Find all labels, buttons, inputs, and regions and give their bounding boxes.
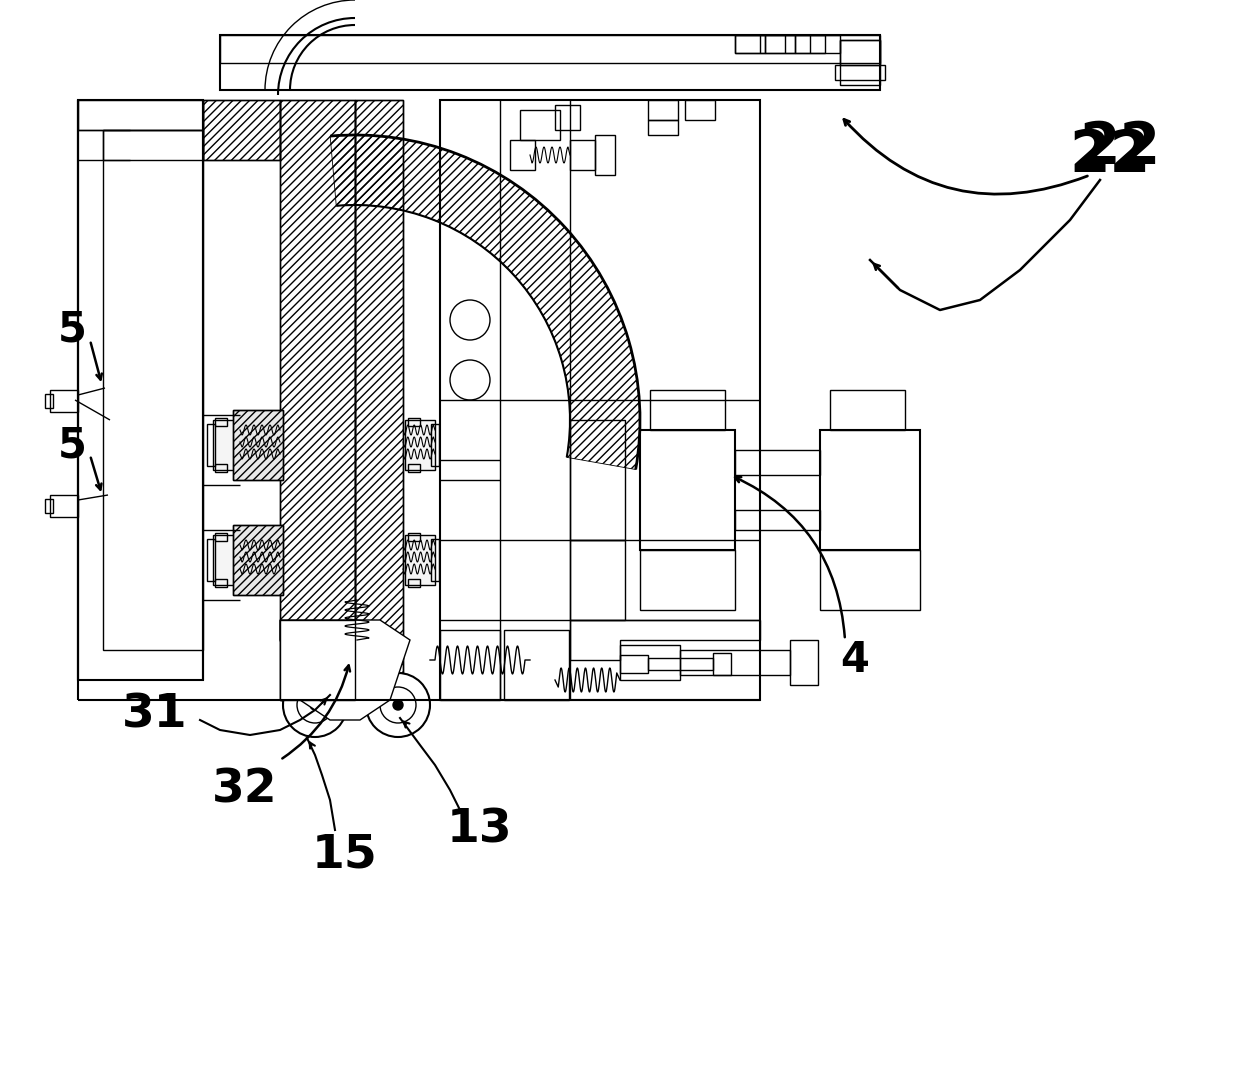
Bar: [213, 535, 243, 585]
Bar: [203, 100, 280, 160]
Bar: [50, 390, 78, 412]
Bar: [765, 36, 795, 53]
Bar: [355, 100, 403, 700]
Bar: [355, 100, 403, 700]
Bar: [207, 539, 215, 581]
Bar: [432, 424, 439, 466]
Bar: [280, 100, 355, 700]
Bar: [649, 121, 678, 134]
Bar: [233, 525, 283, 595]
Bar: [650, 390, 725, 430]
Bar: [790, 640, 818, 685]
Bar: [620, 655, 649, 672]
Bar: [735, 36, 839, 53]
Bar: [735, 36, 765, 53]
Bar: [78, 100, 203, 130]
Bar: [570, 140, 595, 170]
Text: 22: 22: [1079, 119, 1161, 176]
Bar: [684, 100, 715, 121]
Bar: [680, 650, 790, 675]
Circle shape: [393, 700, 403, 710]
Text: 5: 5: [57, 309, 87, 351]
Bar: [215, 579, 227, 587]
Bar: [835, 65, 885, 80]
Bar: [503, 631, 569, 700]
Bar: [215, 533, 227, 541]
Bar: [830, 390, 905, 430]
Bar: [595, 134, 615, 175]
Bar: [839, 40, 880, 85]
Bar: [649, 659, 713, 670]
Bar: [215, 417, 227, 426]
Bar: [233, 525, 283, 595]
Bar: [795, 36, 825, 53]
Text: 4: 4: [841, 639, 869, 681]
Bar: [440, 100, 760, 700]
Circle shape: [366, 672, 430, 737]
Bar: [207, 424, 215, 466]
Circle shape: [298, 686, 334, 723]
Bar: [405, 535, 435, 585]
Bar: [408, 579, 420, 587]
Bar: [640, 430, 735, 550]
Circle shape: [310, 700, 320, 710]
Bar: [620, 645, 680, 680]
Bar: [203, 100, 280, 160]
Circle shape: [450, 360, 490, 400]
Bar: [280, 100, 355, 700]
Bar: [103, 130, 203, 160]
Bar: [50, 495, 78, 516]
Bar: [820, 430, 920, 550]
Bar: [570, 420, 625, 540]
Bar: [510, 140, 534, 170]
Bar: [233, 410, 283, 480]
Bar: [408, 464, 420, 472]
Bar: [640, 550, 735, 610]
Bar: [78, 100, 203, 680]
Text: 32: 32: [212, 767, 278, 812]
Bar: [408, 417, 420, 426]
Bar: [408, 533, 420, 541]
Circle shape: [352, 652, 362, 662]
Bar: [735, 510, 820, 530]
Text: 13: 13: [448, 807, 513, 852]
Bar: [213, 420, 243, 470]
Bar: [839, 40, 880, 65]
Bar: [215, 464, 227, 472]
Text: 5: 5: [57, 424, 87, 466]
Text: 31: 31: [123, 693, 187, 737]
Circle shape: [379, 686, 415, 723]
Bar: [103, 130, 203, 650]
Bar: [45, 394, 53, 408]
Bar: [280, 100, 355, 700]
Bar: [233, 410, 283, 480]
Bar: [233, 525, 283, 595]
Bar: [405, 420, 435, 470]
Bar: [355, 100, 403, 700]
Bar: [713, 653, 732, 675]
Bar: [735, 450, 820, 475]
Text: 15: 15: [312, 833, 378, 878]
Text: 22: 22: [1069, 127, 1151, 184]
Bar: [570, 540, 625, 620]
Circle shape: [283, 672, 347, 737]
Bar: [45, 499, 53, 513]
Circle shape: [325, 625, 389, 689]
Bar: [520, 110, 560, 140]
Circle shape: [339, 639, 374, 675]
Bar: [440, 631, 500, 700]
Bar: [820, 550, 920, 610]
Bar: [219, 36, 880, 90]
Bar: [219, 36, 880, 63]
Bar: [556, 105, 580, 130]
Bar: [233, 410, 283, 480]
Polygon shape: [280, 620, 410, 720]
Bar: [649, 100, 678, 121]
Bar: [280, 620, 355, 700]
Circle shape: [450, 300, 490, 340]
Bar: [203, 100, 280, 160]
Bar: [432, 539, 439, 581]
